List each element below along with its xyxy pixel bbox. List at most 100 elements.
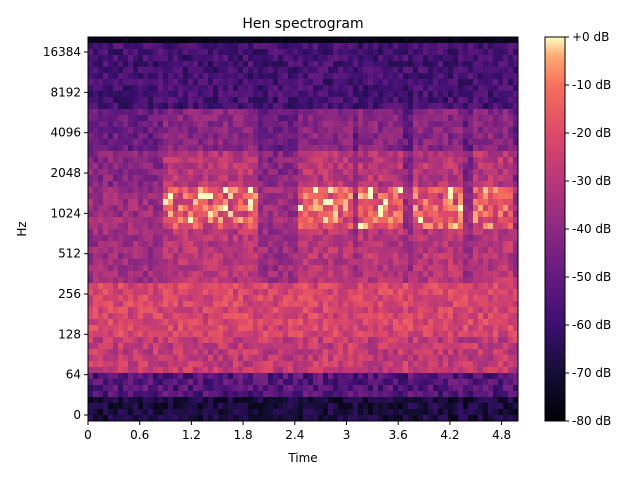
heatmap-cell [158, 295, 164, 302]
heatmap-cell [138, 325, 144, 332]
heatmap-cell [393, 157, 399, 164]
heatmap-cell [188, 79, 194, 86]
heatmap-cell [108, 61, 114, 68]
heatmap-cell [428, 55, 434, 62]
heatmap-cell [358, 163, 364, 170]
heatmap-cell [463, 97, 469, 104]
heatmap-cell [248, 133, 254, 140]
heatmap-cell [143, 367, 149, 374]
heatmap-cell [283, 223, 289, 230]
heatmap-cell [498, 55, 504, 62]
heatmap-cell [423, 157, 429, 164]
heatmap-cell [398, 331, 404, 338]
heatmap-cell [173, 175, 179, 182]
heatmap-cell [248, 157, 254, 164]
heatmap-cell [283, 61, 289, 68]
heatmap-cell [288, 127, 294, 134]
heatmap-cell [448, 109, 454, 116]
heatmap-cell [483, 121, 489, 128]
heatmap-cell [173, 91, 179, 98]
heatmap-cell [453, 205, 459, 212]
heatmap-cell [433, 109, 439, 116]
heatmap-cell [458, 349, 464, 356]
heatmap-cell [218, 49, 224, 56]
heatmap-cell [503, 163, 509, 170]
heatmap-cell [503, 343, 509, 350]
heatmap-cell [273, 343, 279, 350]
heatmap-cell [93, 109, 99, 116]
heatmap-cell [378, 181, 384, 188]
heatmap-cell [133, 259, 139, 266]
heatmap-cell [373, 73, 379, 80]
heatmap-cell [488, 253, 494, 260]
heatmap-cell [398, 127, 404, 134]
heatmap-cell [93, 97, 99, 104]
heatmap-cell [138, 67, 144, 74]
heatmap-cell [343, 109, 349, 116]
heatmap-cell [273, 133, 279, 140]
heatmap-cell [208, 271, 214, 278]
heatmap-cell [278, 373, 284, 380]
heatmap-cell [378, 319, 384, 326]
heatmap-cell [193, 115, 199, 122]
heatmap-cell [333, 295, 339, 302]
heatmap-cell [413, 169, 419, 176]
heatmap-cell [253, 55, 259, 62]
heatmap-cell [208, 301, 214, 308]
heatmap-cell [273, 265, 279, 272]
heatmap-cell [498, 301, 504, 308]
heatmap-cell [468, 247, 474, 254]
heatmap-cell [218, 319, 224, 326]
heatmap-cell [448, 49, 454, 56]
heatmap-cell [173, 211, 179, 218]
heatmap-cell [183, 127, 189, 134]
heatmap-cell [298, 223, 304, 230]
heatmap-cell [313, 73, 319, 80]
heatmap-cell [238, 289, 244, 296]
heatmap-cell [118, 259, 124, 266]
heatmap-cell [223, 157, 229, 164]
heatmap-cell [503, 205, 509, 212]
heatmap-cell [283, 133, 289, 140]
heatmap-cell [488, 307, 494, 314]
heatmap-cell [223, 91, 229, 98]
heatmap-cell [423, 301, 429, 308]
heatmap-cell [338, 301, 344, 308]
heatmap-cell [183, 169, 189, 176]
heatmap-cell [113, 49, 119, 56]
heatmap-cell [338, 157, 344, 164]
heatmap-cell [253, 97, 259, 104]
heatmap-cell [193, 97, 199, 104]
heatmap-cell [248, 67, 254, 74]
heatmap-cell [373, 37, 379, 44]
heatmap-cell [148, 289, 154, 296]
heatmap-cell [368, 271, 374, 278]
heatmap-cell [333, 373, 339, 380]
heatmap-cell [323, 115, 329, 122]
heatmap-cell [493, 151, 499, 158]
heatmap-cell [288, 265, 294, 272]
heatmap-cell [433, 349, 439, 356]
heatmap-cell [163, 97, 169, 104]
heatmap-cell [318, 211, 324, 218]
heatmap-cell [213, 199, 219, 206]
heatmap-cell [123, 307, 129, 314]
heatmap-cell [448, 127, 454, 134]
heatmap-cell [103, 247, 109, 254]
heatmap-cell [193, 235, 199, 242]
heatmap-cell [473, 289, 479, 296]
heatmap-cell [478, 55, 484, 62]
heatmap-cell [123, 181, 129, 188]
heatmap-cell [243, 49, 249, 56]
heatmap-cell [243, 109, 249, 116]
heatmap-cell [153, 247, 159, 254]
heatmap-cell [348, 295, 354, 302]
heatmap-cell [323, 283, 329, 290]
heatmap-cell [408, 49, 414, 56]
heatmap-cell [198, 361, 204, 368]
heatmap-cell [243, 103, 249, 110]
heatmap-cell [428, 169, 434, 176]
heatmap-cell [388, 97, 394, 104]
heatmap-cell [498, 49, 504, 56]
heatmap-cell [93, 277, 99, 284]
